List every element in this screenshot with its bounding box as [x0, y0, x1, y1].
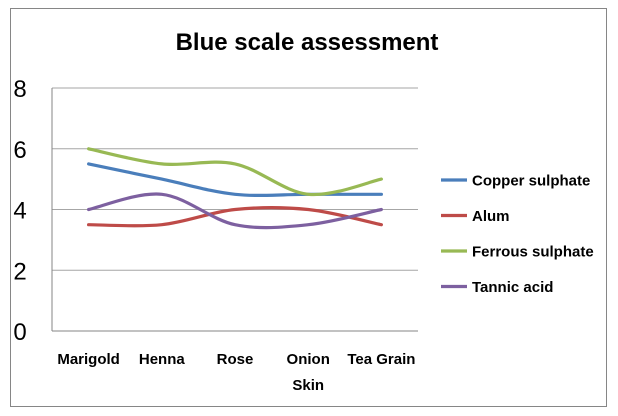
x-tick-label: Rose: [217, 351, 254, 368]
y-axis-ticks: 0 2 4 6 8: [13, 76, 26, 346]
y-tick-label: 6: [13, 137, 26, 164]
series-line-ferrous-sulphate: [87, 147, 383, 197]
y-tick-label: 8: [13, 76, 26, 103]
legend-label-tannic-acid: Tannic acid: [472, 279, 553, 296]
gridlines: [51, 87, 418, 332]
chart-border: [10, 8, 607, 407]
series-line-alum: [87, 206, 383, 228]
x-tick-label-line: Tea Grain: [347, 351, 415, 368]
x-tick-label-line: Onion: [287, 351, 330, 368]
legend-label-copper-sulphate: Copper sulphate: [472, 173, 590, 190]
chart-title: Blue scale assessment: [176, 29, 439, 56]
legend-label-alum: Alum: [472, 208, 510, 225]
y-tick-label: 0: [13, 319, 26, 346]
x-tick-label: Marigold: [57, 351, 120, 368]
series-line-tannic-acid: [87, 192, 383, 230]
x-tick-label-line: Skin: [292, 377, 324, 394]
x-tick-label-line: Marigold: [57, 351, 120, 368]
series-lines: [87, 147, 383, 230]
y-tick-label: 2: [13, 258, 26, 285]
x-tick-label-line: Henna: [139, 351, 186, 368]
legend-label-ferrous-sulphate: Ferrous sulphate: [472, 244, 594, 261]
series-line-copper-sulphate: [87, 162, 383, 198]
x-tick-label: Tea Grain: [347, 351, 415, 368]
legend: Copper sulphate Alum Ferrous sulphate Tanni…: [441, 173, 594, 296]
x-tick-label-line: Rose: [217, 351, 254, 368]
y-tick-label: 4: [13, 198, 26, 225]
x-tick-label: Henna: [139, 351, 186, 368]
x-tick-label: Onion Skin: [287, 351, 330, 394]
x-axis-ticks: Marigold Henna Rose Onion Skin Tea Grain: [57, 351, 415, 394]
